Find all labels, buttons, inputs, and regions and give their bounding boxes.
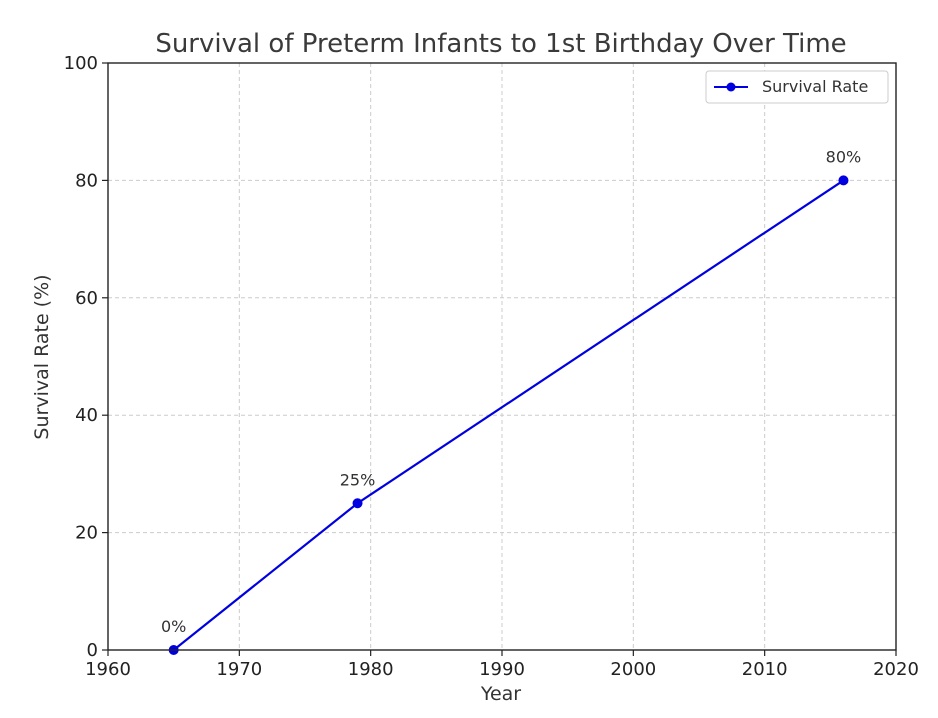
x-tick-label: 1960: [85, 659, 131, 680]
y-axis-label: Survival Rate (%): [31, 274, 53, 439]
chart-title: Survival of Preterm Infants to 1st Birth…: [155, 29, 846, 59]
y-tick-label: 20: [75, 523, 98, 544]
series-layer: 0% 25% 80%: [161, 147, 861, 655]
legend: Survival Rate: [705, 70, 889, 104]
legend-box: [705, 70, 889, 104]
x-tick-label: 2020: [873, 659, 919, 680]
data-label: 25%: [340, 470, 376, 489]
data-label: 0%: [161, 617, 186, 636]
tick-labels: 1960 1970 1980 1990 2000 2010 2020 0 20 40 60 80 100: [64, 53, 919, 680]
data-label: 80%: [826, 147, 862, 166]
axes: [102, 62, 897, 656]
x-tick-label: 2010: [742, 659, 788, 680]
grid: [107, 62, 897, 651]
x-axis-label: Year: [480, 683, 521, 705]
y-tick-label: 100: [64, 53, 98, 74]
legend-marker-swatch: [726, 82, 736, 92]
y-tick-label: 60: [75, 288, 98, 309]
y-tick-label: 0: [87, 640, 98, 661]
data-point: [838, 175, 849, 186]
legend-label: Survival Rate: [762, 77, 868, 96]
data-point: [352, 498, 363, 509]
x-tick-label: 1990: [479, 659, 525, 680]
x-tick-label: 1970: [216, 659, 262, 680]
x-tick-label: 2000: [610, 659, 656, 680]
y-tick-label: 80: [75, 170, 98, 191]
x-tick-label: 1980: [348, 659, 394, 680]
y-tick-label: 40: [75, 405, 98, 426]
